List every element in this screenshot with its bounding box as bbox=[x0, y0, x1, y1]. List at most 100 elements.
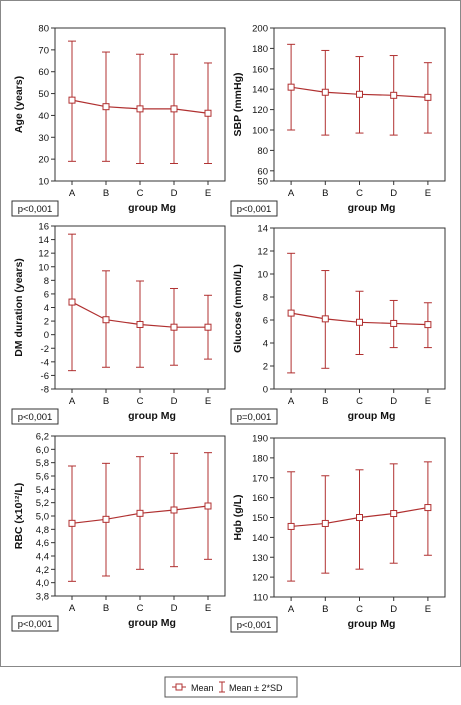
x-axis-label: group Mg bbox=[128, 617, 176, 629]
y-tick-label: 4,8 bbox=[36, 525, 49, 536]
y-tick-label: 10 bbox=[38, 177, 49, 188]
p-value-box bbox=[230, 408, 278, 425]
mean-marker bbox=[68, 519, 76, 527]
y-tick-label: 6,0 bbox=[36, 445, 49, 456]
y-tick-label: 60 bbox=[257, 166, 268, 177]
mean-marker bbox=[68, 96, 76, 104]
mean-marker bbox=[204, 109, 212, 117]
x-tick-label: E bbox=[425, 188, 431, 199]
y-tick-label: 190 bbox=[252, 434, 268, 445]
y-tick-label: 110 bbox=[253, 593, 268, 604]
y-tick-label: 4 bbox=[44, 303, 49, 314]
mean-marker bbox=[136, 105, 144, 113]
y-tick-label: 5,6 bbox=[36, 472, 49, 483]
y-tick-label: 5,0 bbox=[36, 512, 49, 523]
y-tick-label: 4,2 bbox=[36, 565, 49, 576]
y-tick-label: 160 bbox=[252, 64, 268, 75]
x-tick-label: D bbox=[171, 603, 178, 614]
y-tick-label: 170 bbox=[252, 473, 268, 484]
y-tick-label: 20 bbox=[38, 155, 49, 166]
y-tick-label: 8 bbox=[44, 276, 49, 287]
x-tick-label: C bbox=[356, 188, 363, 199]
y-tick-label: 10 bbox=[38, 262, 49, 273]
x-tick-label: E bbox=[205, 396, 211, 407]
y-tick-label: 30 bbox=[38, 133, 49, 144]
y-tick-label: 12 bbox=[257, 247, 268, 258]
y-tick-label: 150 bbox=[252, 513, 268, 524]
y-tick-label: 120 bbox=[252, 105, 268, 116]
chart-panel-4: 0 2 4 6 8 10 12 14 A B C D E Glucose (mmol/L) group Mg… bbox=[230, 224, 446, 425]
y-tick-label: 6 bbox=[263, 316, 268, 327]
y-tick-label: 4 bbox=[263, 339, 268, 350]
x-tick-label: D bbox=[390, 604, 397, 615]
mean-marker bbox=[287, 83, 295, 91]
y-tick-label: 14 bbox=[38, 235, 49, 246]
x-tick-label: A bbox=[69, 396, 76, 407]
mean-marker bbox=[287, 522, 295, 530]
x-tick-label: C bbox=[137, 188, 144, 199]
p-value-label: p<0,001 bbox=[237, 204, 272, 215]
mean-marker bbox=[102, 103, 110, 111]
p-value-label: p<0,001 bbox=[18, 204, 53, 215]
x-tick-label: A bbox=[69, 188, 76, 199]
mean-marker bbox=[102, 515, 110, 523]
mean-marker bbox=[390, 319, 398, 327]
y-axis-label: SBP (mmHg) bbox=[232, 73, 244, 137]
y-tick-label: 10 bbox=[257, 270, 268, 281]
mean-marker bbox=[68, 298, 76, 306]
chart-panel-5: 3,8 4,0 4,2 4,4 4,6 4,8 5,0 5,2 5,4 5,6 5,8 6,0 6,2 A… bbox=[11, 432, 226, 632]
y-tick-label: 180 bbox=[252, 453, 268, 464]
mean-marker bbox=[321, 519, 329, 527]
mean-marker bbox=[287, 309, 295, 317]
y-tick-label: -2 bbox=[41, 344, 49, 355]
p-value-label: p=0,001 bbox=[237, 412, 272, 423]
y-tick-label: 130 bbox=[252, 553, 268, 564]
y-axis-label: Glucose (mmol/L) bbox=[232, 264, 244, 353]
x-axis-label: group Mg bbox=[348, 410, 396, 422]
y-tick-label: 140 bbox=[252, 85, 268, 96]
mean-marker bbox=[356, 514, 363, 521]
x-tick-label: B bbox=[322, 396, 328, 407]
x-axis-label: group Mg bbox=[128, 410, 176, 422]
x-tick-label: C bbox=[356, 396, 363, 407]
legend-mean-marker bbox=[175, 683, 183, 691]
mean-marker bbox=[204, 502, 212, 510]
x-tick-label: E bbox=[425, 396, 431, 407]
x-tick-label: D bbox=[171, 188, 178, 199]
y-tick-label: 160 bbox=[252, 493, 268, 504]
x-tick-label: E bbox=[205, 603, 211, 614]
y-tick-label: 8 bbox=[263, 293, 268, 304]
y-tick-label: 40 bbox=[38, 111, 49, 122]
y-tick-label: 60 bbox=[38, 67, 49, 78]
p-value-label: p<0,001 bbox=[18, 619, 53, 630]
y-tick-label: -4 bbox=[41, 357, 49, 368]
x-tick-label: B bbox=[103, 396, 109, 407]
y-tick-label: 5,2 bbox=[36, 498, 49, 509]
y-tick-label: 50 bbox=[38, 89, 49, 100]
mean-marker bbox=[204, 323, 212, 331]
x-tick-label: D bbox=[390, 396, 397, 407]
y-tick-label: 4,4 bbox=[36, 552, 49, 563]
y-tick-label: 50 bbox=[257, 177, 268, 188]
y-tick-label: 6,2 bbox=[36, 432, 49, 443]
x-tick-label: E bbox=[205, 188, 211, 199]
y-tick-label: 100 bbox=[252, 126, 268, 137]
y-tick-label: 2 bbox=[44, 317, 49, 328]
y-axis-label: Age (years) bbox=[13, 76, 25, 133]
y-tick-label: 120 bbox=[252, 573, 268, 584]
mean-marker bbox=[136, 509, 144, 517]
y-tick-label: 80 bbox=[38, 24, 49, 35]
p-value-label: p<0,001 bbox=[18, 412, 53, 423]
legend: Mean Mean ± 2*SD bbox=[164, 676, 298, 698]
y-tick-label: 3,8 bbox=[36, 592, 49, 603]
x-axis-label: group Mg bbox=[348, 202, 396, 214]
y-tick-label: 80 bbox=[257, 146, 268, 157]
y-tick-label: 180 bbox=[252, 44, 268, 55]
y-tick-label: 6 bbox=[44, 289, 49, 300]
y-tick-label: -8 bbox=[41, 385, 49, 396]
y-tick-label: 200 bbox=[252, 24, 268, 35]
x-tick-label: B bbox=[322, 188, 328, 199]
